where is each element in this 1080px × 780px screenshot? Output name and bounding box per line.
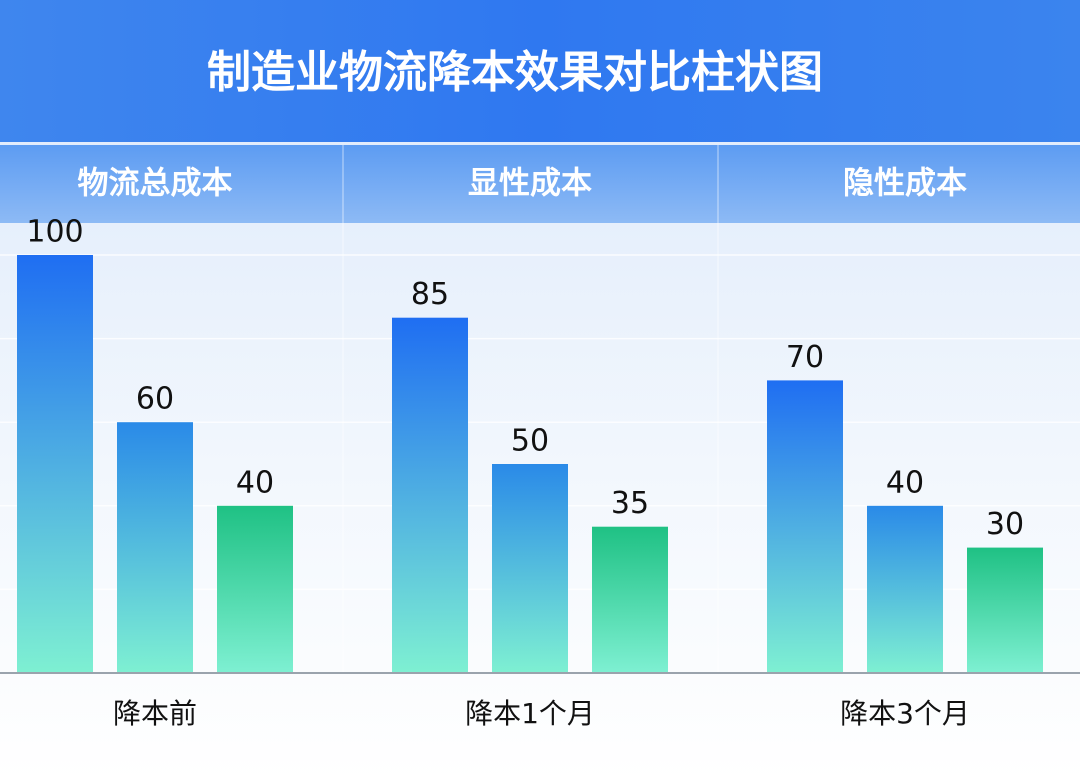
legend-label: 显性成本 — [468, 166, 592, 202]
bar — [117, 422, 193, 673]
bar — [17, 255, 93, 673]
value-label: 85 — [411, 277, 449, 312]
header-band — [0, 145, 1080, 223]
value-label: 100 — [26, 215, 83, 250]
bar — [867, 505, 943, 673]
bar — [392, 317, 468, 673]
bar — [592, 526, 668, 673]
bar — [967, 547, 1043, 673]
value-label: 40 — [236, 465, 274, 500]
value-label: 60 — [136, 382, 174, 417]
x-tick-label: 降本1个月 — [465, 697, 595, 730]
bar — [492, 464, 568, 673]
bar — [217, 505, 293, 673]
value-label: 50 — [511, 424, 549, 459]
title-band — [0, 0, 1080, 142]
value-label: 35 — [611, 486, 649, 521]
legend-label: 物流总成本 — [78, 166, 233, 202]
value-label: 40 — [886, 465, 924, 500]
value-label: 30 — [986, 507, 1024, 542]
value-label: 70 — [786, 340, 824, 375]
x-tick-label: 降本前 — [113, 697, 197, 730]
chart-title: 制造业物流降本效果对比柱状图 — [207, 47, 823, 98]
legend-label: 隐性成本 — [843, 166, 967, 202]
x-tick-label: 降本3个月 — [840, 697, 970, 730]
bar — [767, 380, 843, 673]
